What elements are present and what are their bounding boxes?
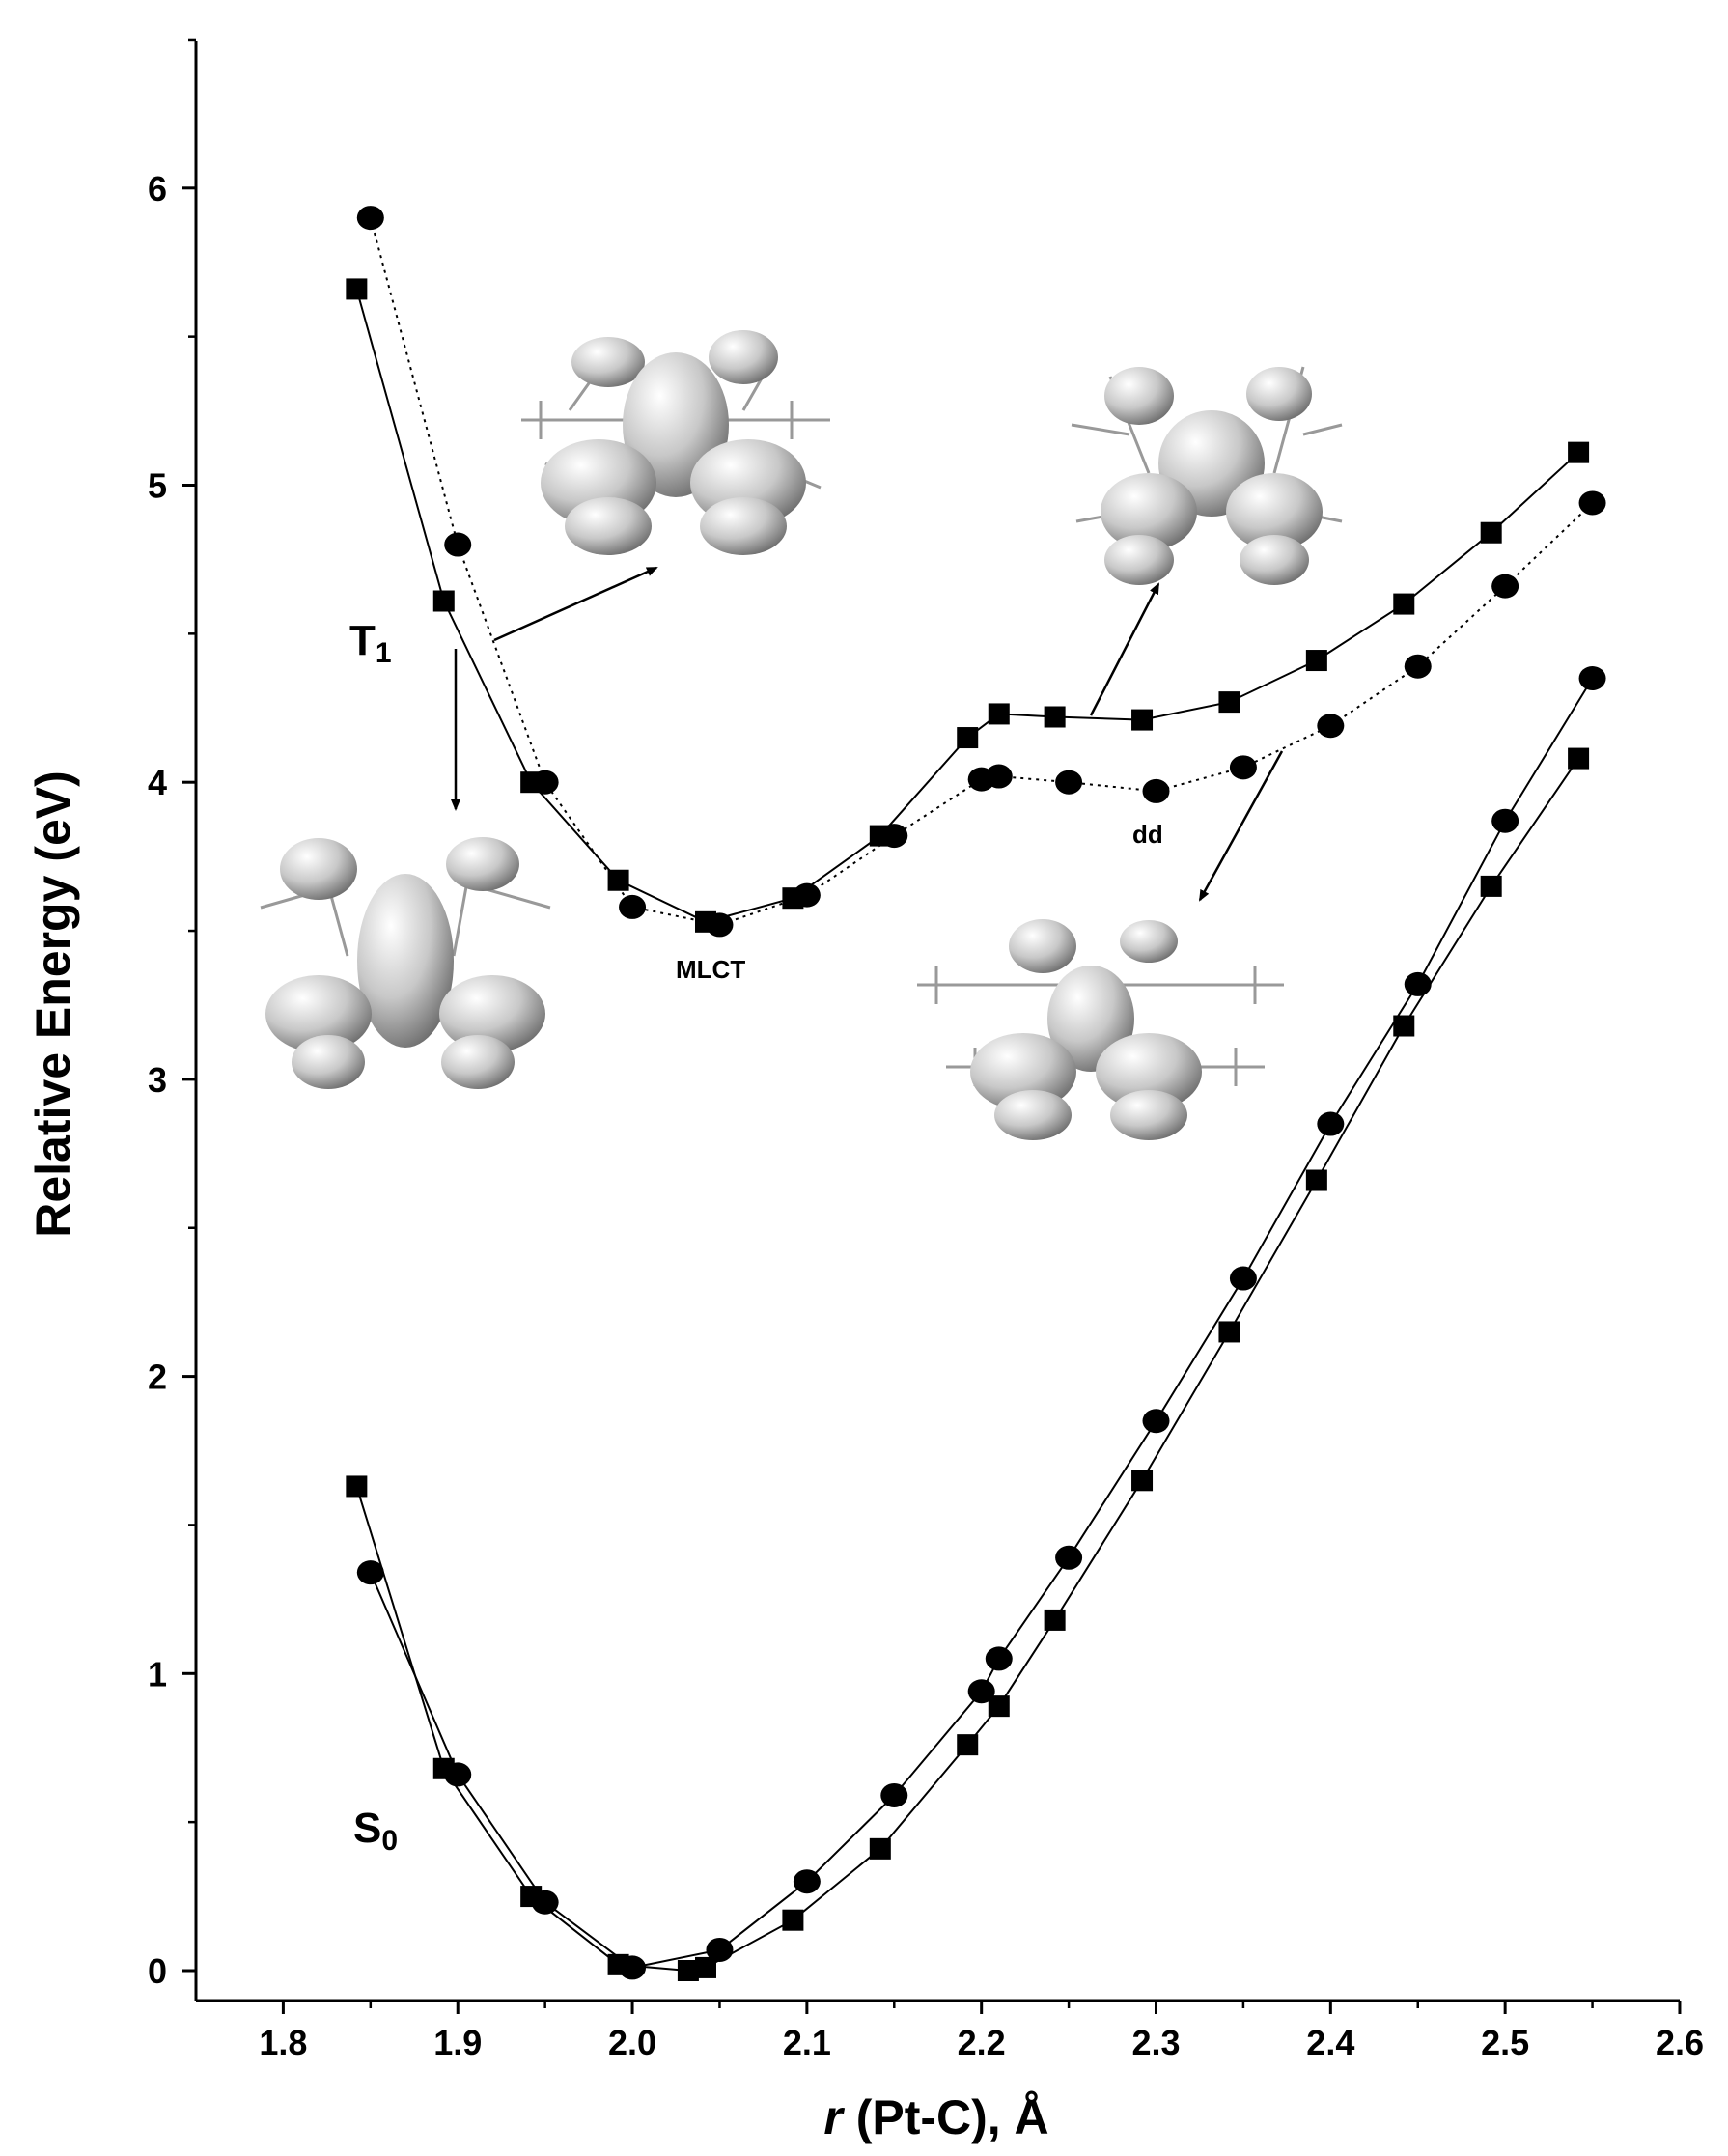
y-tick-label: 0 bbox=[148, 1951, 167, 1991]
series-t1-square bbox=[346, 278, 1590, 933]
data-point-square bbox=[1480, 521, 1502, 544]
data-point-circle bbox=[880, 1782, 908, 1807]
data-point-circle bbox=[1229, 1266, 1257, 1291]
x-tick-label: 2.1 bbox=[783, 2023, 831, 2062]
data-point-circle bbox=[706, 1937, 734, 1962]
data-point-square bbox=[677, 1960, 699, 1981]
y-axis-title: Relative Energy (eV) bbox=[26, 770, 80, 1238]
data-point-square bbox=[1568, 441, 1590, 463]
orbital-inset-lower-right bbox=[917, 919, 1284, 1140]
arrow-to-upper-left-orbital bbox=[493, 566, 658, 642]
data-point-circle bbox=[967, 1679, 995, 1704]
data-point-square bbox=[432, 590, 455, 612]
data-point-square bbox=[988, 703, 1010, 725]
data-point-square bbox=[346, 1475, 368, 1498]
data-point-square bbox=[1305, 1169, 1327, 1191]
series-line bbox=[355, 289, 1579, 923]
data-point-circle bbox=[706, 912, 734, 938]
data-point-circle bbox=[1142, 778, 1170, 803]
orbital-inset-upper-left bbox=[521, 330, 830, 555]
y-tick-label: 5 bbox=[148, 466, 167, 506]
series-t1-circle bbox=[356, 206, 1606, 938]
x-tick-label: 2.3 bbox=[1131, 2023, 1180, 2062]
data-point-circle bbox=[1317, 714, 1345, 739]
x-axis-title: r (Pt-C), Å bbox=[823, 2090, 1048, 2144]
data-point-square bbox=[1131, 1470, 1154, 1492]
data-point-circle bbox=[1491, 574, 1519, 599]
data-point-square bbox=[957, 727, 979, 749]
x-tick-label: 2.2 bbox=[958, 2023, 1006, 2062]
y-tick-label: 6 bbox=[148, 169, 167, 209]
axis-ticks: 1.8 1.9 2.0 2.1 2.2 2.3 2.4 2.5 2.6 0 1 2 3 4 5 6 bbox=[148, 38, 1704, 2062]
data-point-square bbox=[1393, 593, 1415, 615]
data-point-square bbox=[1480, 875, 1502, 897]
data-point-circle bbox=[356, 206, 384, 231]
data-point-circle bbox=[531, 1890, 559, 1915]
x-tick-label: 2.6 bbox=[1656, 2023, 1704, 2062]
x-tick-label: 2.0 bbox=[608, 2023, 656, 2062]
x-tick-label: 1.9 bbox=[433, 2023, 482, 2062]
data-point-circle bbox=[1055, 770, 1083, 795]
data-point-square bbox=[1044, 706, 1066, 728]
data-point-square bbox=[869, 1837, 891, 1860]
data-point-square bbox=[957, 1734, 979, 1756]
data-point-circle bbox=[1229, 755, 1257, 780]
data-point-circle bbox=[985, 764, 1013, 789]
series-s0-circle bbox=[356, 666, 1606, 1980]
data-point-square bbox=[694, 1956, 716, 1978]
data-point-square bbox=[1044, 1609, 1066, 1631]
series-line bbox=[369, 217, 1594, 926]
y-tick-label: 4 bbox=[148, 763, 167, 802]
series-line bbox=[355, 758, 1579, 1973]
y-tick-label: 1 bbox=[148, 1654, 167, 1694]
t1-label: T1 bbox=[349, 617, 392, 669]
y-tick-label: 2 bbox=[148, 1358, 167, 1397]
data-point-square bbox=[1305, 650, 1327, 672]
data-point-circle bbox=[1404, 654, 1432, 679]
data-point-circle bbox=[1491, 808, 1519, 833]
data-point-circle bbox=[1142, 1409, 1170, 1434]
data-point-circle bbox=[1578, 490, 1606, 516]
arrow-to-lower-right-orbital bbox=[1198, 750, 1284, 902]
data-point-circle bbox=[880, 824, 908, 849]
data-point-square bbox=[1393, 1015, 1415, 1037]
series-line bbox=[369, 677, 1594, 1969]
data-point-circle bbox=[444, 532, 472, 557]
x-tick-label: 2.5 bbox=[1481, 2023, 1529, 2062]
orbital-inset-upper-right bbox=[1071, 366, 1343, 585]
annotation-arrows bbox=[451, 566, 1284, 902]
series-s0-square bbox=[346, 747, 1590, 1981]
data-point-circle bbox=[1578, 666, 1606, 691]
data-point-circle bbox=[356, 1560, 384, 1585]
data-series bbox=[346, 206, 1606, 1981]
data-point-square bbox=[1218, 1321, 1240, 1343]
data-point-square bbox=[1218, 691, 1240, 714]
data-point-square bbox=[988, 1695, 1010, 1718]
data-point-circle bbox=[444, 1762, 472, 1787]
data-point-circle bbox=[1404, 971, 1432, 996]
data-point-circle bbox=[1317, 1111, 1345, 1136]
s0-label: S0 bbox=[353, 1805, 398, 1857]
data-point-circle bbox=[985, 1646, 1013, 1671]
mlct-label: MLCT bbox=[676, 955, 745, 984]
data-point-square bbox=[346, 278, 368, 300]
data-point-circle bbox=[1055, 1545, 1083, 1570]
data-point-square bbox=[1568, 747, 1590, 770]
data-point-square bbox=[607, 869, 629, 891]
dd-label: dd bbox=[1132, 820, 1163, 849]
data-point-circle bbox=[619, 1955, 647, 1980]
data-point-circle bbox=[793, 882, 821, 908]
x-tick-label: 1.8 bbox=[259, 2023, 307, 2062]
data-point-square bbox=[782, 1909, 804, 1931]
data-point-circle bbox=[531, 770, 559, 795]
arrow-to-upper-right-orbital bbox=[1089, 582, 1160, 716]
x-tick-label: 2.4 bbox=[1306, 2023, 1354, 2062]
data-point-circle bbox=[793, 1869, 821, 1894]
data-point-circle bbox=[619, 894, 647, 919]
data-point-square bbox=[1131, 709, 1154, 731]
y-tick-label: 3 bbox=[148, 1060, 167, 1100]
orbital-inset-left bbox=[260, 837, 551, 1089]
